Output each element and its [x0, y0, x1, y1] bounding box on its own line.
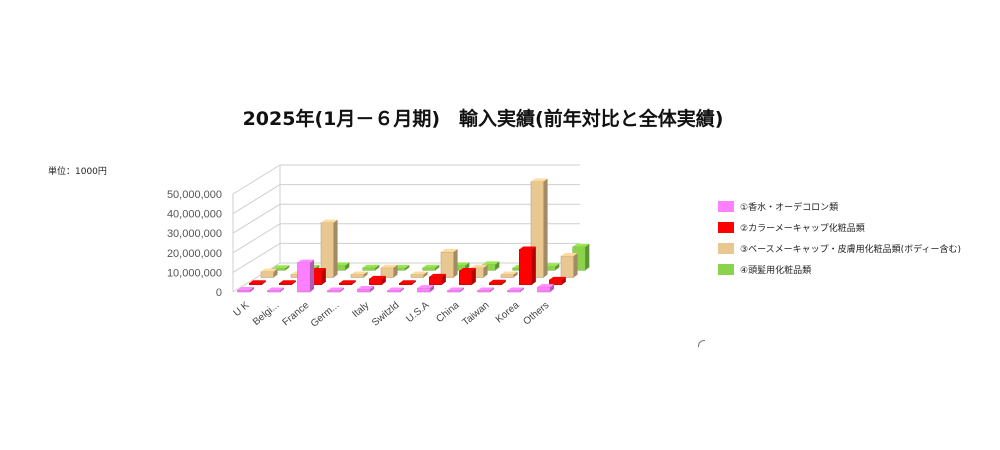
- bar-1-6: [417, 285, 435, 293]
- bar-1-8: [477, 287, 495, 293]
- bar-1-5: [387, 287, 405, 293]
- bar-2-10: [549, 276, 566, 286]
- x-tick-label: Germ...: [309, 300, 342, 330]
- x-tick-label: Others: [521, 300, 551, 328]
- gridline-side: [232, 184, 281, 215]
- bar-3-5: [410, 271, 428, 278]
- bar-2-5: [399, 280, 416, 285]
- x-tick-label: U K: [232, 300, 252, 319]
- legend-item-3: ③ベースメーキャップ・皮膚用化粧品類(ボディー含む): [718, 238, 961, 259]
- x-tick-label: Korea: [494, 300, 522, 326]
- bar-1-10: [537, 284, 555, 293]
- x-tick-label: Switzld: [370, 300, 401, 329]
- bar-3-2: [320, 219, 338, 278]
- bar-2-8: [489, 279, 506, 286]
- x-tick-label: France: [281, 300, 312, 329]
- legend-label: ④頭髪用化粧品類: [740, 266, 812, 276]
- gridline-side: [232, 223, 281, 254]
- bar-2-1: [279, 280, 296, 285]
- legend-item-4: ④頭髪用化粧品類: [718, 259, 961, 280]
- bar-2-3: [339, 280, 356, 285]
- x-tick-label: U.S.A: [404, 300, 431, 325]
- bar-1-0: [237, 287, 255, 293]
- legend-label: ③ベースメーキャップ・皮膚用化粧品類(ボディー含む): [740, 245, 962, 255]
- bar-3-8: [500, 271, 518, 278]
- legend-item-2: ②カラーメーキャップ化粧品類: [718, 217, 961, 238]
- bar-1-3: [327, 287, 345, 293]
- stray-mark: [698, 340, 705, 347]
- legend-swatch: [718, 243, 734, 254]
- bar-1-9: [507, 287, 525, 293]
- bar-3-3: [350, 271, 368, 278]
- x-tick-label: China: [434, 300, 461, 326]
- gridline-side: [232, 164, 281, 195]
- bar-4-5: [422, 264, 440, 271]
- x-tick-label: Taiwan: [461, 300, 492, 328]
- bar-3-0: [260, 268, 278, 278]
- bar-2-6: [429, 273, 446, 286]
- bar-2-7: [459, 268, 476, 285]
- x-tick-label: Italy: [350, 300, 371, 320]
- legend-swatch: [718, 264, 734, 275]
- bar-3-6: [440, 249, 458, 278]
- legend: ①香水・オーデコロン類 ②カラーメーキャップ化粧品類 ③ベースメーキャップ・皮膚用化…: [718, 196, 961, 280]
- y-tick-label: 50,000,000: [167, 189, 222, 201]
- legend-label: ②カラーメーキャップ化粧品類: [740, 224, 865, 234]
- y-axis: 0 10,000,000 20,000,000 30,000,000 40,000,00…: [167, 189, 222, 299]
- chart-title: 2025年(1月－６月期) 輸入実績(前年対比と全体実績): [242, 108, 724, 130]
- bar-2-9: [519, 246, 536, 285]
- bar-1-7: [447, 287, 465, 293]
- legend-swatch: [718, 201, 734, 212]
- bars: [237, 178, 590, 293]
- bar-2-4: [369, 275, 386, 285]
- legend-swatch: [718, 222, 734, 233]
- y-tick-label: 20,000,000: [167, 248, 222, 260]
- bar-1-1: [267, 287, 285, 293]
- y-tick-label: 10,000,000: [167, 267, 222, 279]
- bar-4-0: [272, 265, 290, 271]
- bar-1-4: [357, 286, 375, 293]
- unit-label: 単位：1000円: [48, 167, 107, 177]
- bar-4-3: [362, 264, 380, 271]
- gridline-side: [232, 203, 281, 234]
- legend-item-1: ①香水・オーデコロン類: [718, 196, 961, 217]
- gridline-side: [232, 242, 281, 273]
- y-tick-label: 30,000,000: [167, 228, 222, 240]
- gridline-side: [232, 262, 281, 293]
- x-tick-label: Belgi...: [251, 300, 281, 328]
- bar-3-4: [380, 264, 398, 278]
- bar-1-2: [297, 259, 315, 293]
- y-tick-label: 40,000,000: [167, 209, 222, 221]
- bar-2-0: [249, 280, 266, 285]
- bar-3-10: [560, 252, 578, 278]
- y-tick-label: 0: [216, 287, 222, 299]
- legend-label: ①香水・オーデコロン類: [740, 203, 839, 213]
- bar-3-7: [470, 264, 488, 278]
